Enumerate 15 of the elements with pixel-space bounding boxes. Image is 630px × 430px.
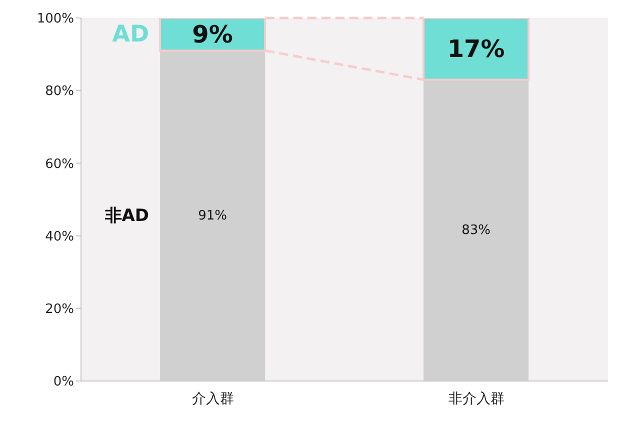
x-tick-label: 介入群 — [192, 390, 234, 407]
series-label: AD — [112, 21, 150, 48]
y-tick-label: 0% — [53, 374, 74, 390]
y-tick-label: 60% — [45, 156, 74, 172]
y-tick-label: 80% — [45, 84, 74, 100]
y-tick-label: 100% — [36, 12, 74, 27]
data-label: 9% — [192, 20, 233, 48]
data-label: 17% — [447, 34, 505, 63]
y-tick-label: 40% — [45, 229, 74, 244]
y-tick-label: 20% — [45, 302, 74, 318]
series-label: 非AD — [104, 206, 150, 226]
data-label: 83% — [462, 222, 491, 238]
x-tick-label: 非介入群 — [448, 390, 504, 407]
bar — [422, 18, 530, 81]
data-label: 91% — [198, 208, 228, 224]
